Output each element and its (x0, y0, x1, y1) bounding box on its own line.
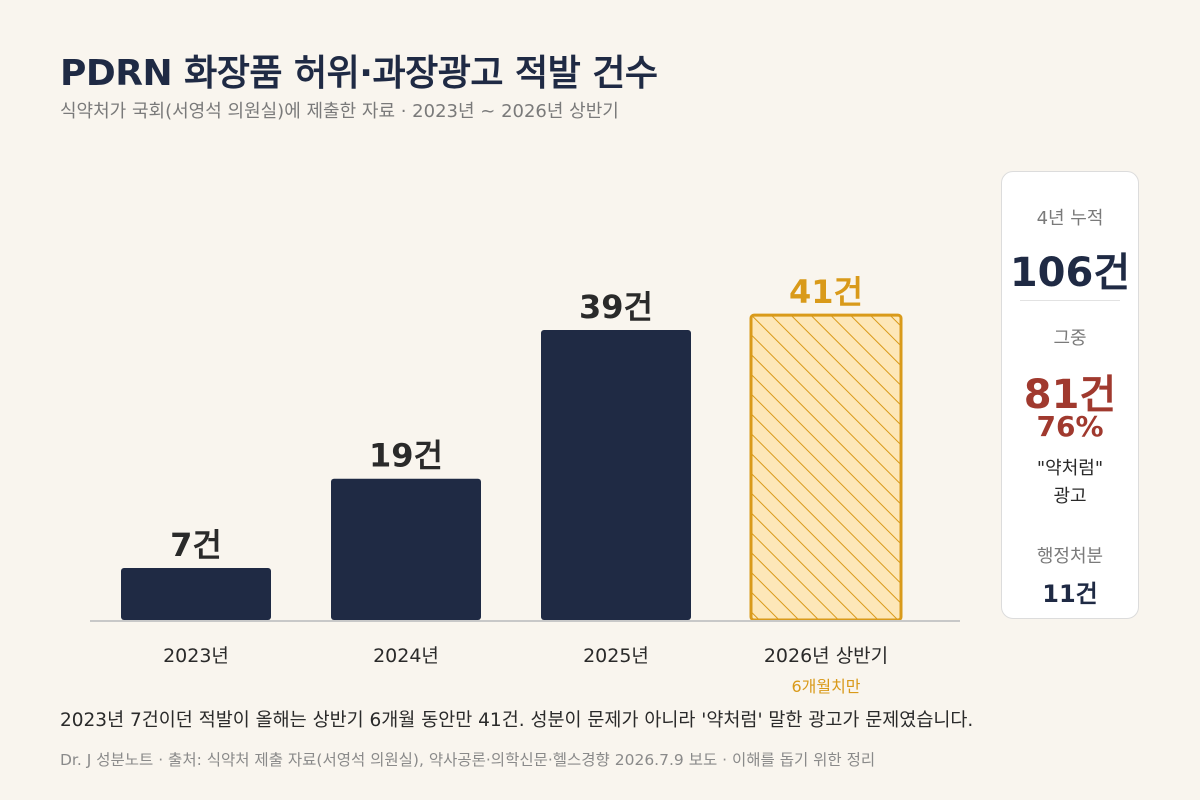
category-label: 2025년 (583, 645, 649, 667)
bar-value-label: 7건 (170, 526, 222, 564)
bar-value-label: 19건 (369, 437, 443, 475)
sub-desc-line2: 광고 (1053, 486, 1087, 507)
card-divider (1020, 300, 1120, 301)
sub-desc-line1: "약처럼" (1036, 458, 1104, 479)
total-value: 106건 (1009, 250, 1131, 296)
sub-value: 81건 (1023, 372, 1117, 418)
admin-value: 11건 (1042, 580, 1098, 608)
source-footer: Dr. J 성분노트 · 출처: 식약처 제출 자료(서영석 의원실), 약사공… (60, 751, 876, 769)
chart-caption: 2023년 7건이던 적발이 올해는 상반기 6개월 동안만 41건. 성분이 … (60, 710, 974, 731)
sub-percent: 76% (1036, 410, 1104, 443)
bar-value-label: 39건 (579, 288, 653, 326)
total-label: 4년 누적 (1036, 208, 1104, 229)
bar-chart: 7건 2023년 19건 2024년 39건 2025년 41건 2026년 상반기 6개월치만 (90, 273, 960, 696)
bar (541, 329, 691, 620)
sub-label: 그중 (1053, 328, 1087, 349)
summary-card: 4년 누적 106건 그중 81건 76% "약처럼" 광고 행정처분 11건 (1001, 171, 1139, 619)
bar-value-label: 41건 (789, 273, 863, 311)
highlight-note: 6개월치만 (791, 677, 860, 696)
bar-highlight (749, 313, 903, 622)
bar (121, 567, 271, 620)
category-label: 2024년 (373, 645, 439, 667)
chart-subtitle: 식약처가 국회(서영석 의원실)에 제출한 자료 · 2023년 ~ 2026년… (60, 101, 619, 122)
category-label: 2026년 상반기 (764, 645, 888, 667)
category-label: 2023년 (163, 645, 229, 667)
admin-label: 행정처분 (1036, 546, 1104, 567)
chart-title: PDRN 화장품 허위·과장광고 적발 건수 (60, 53, 658, 94)
bar (331, 478, 481, 620)
